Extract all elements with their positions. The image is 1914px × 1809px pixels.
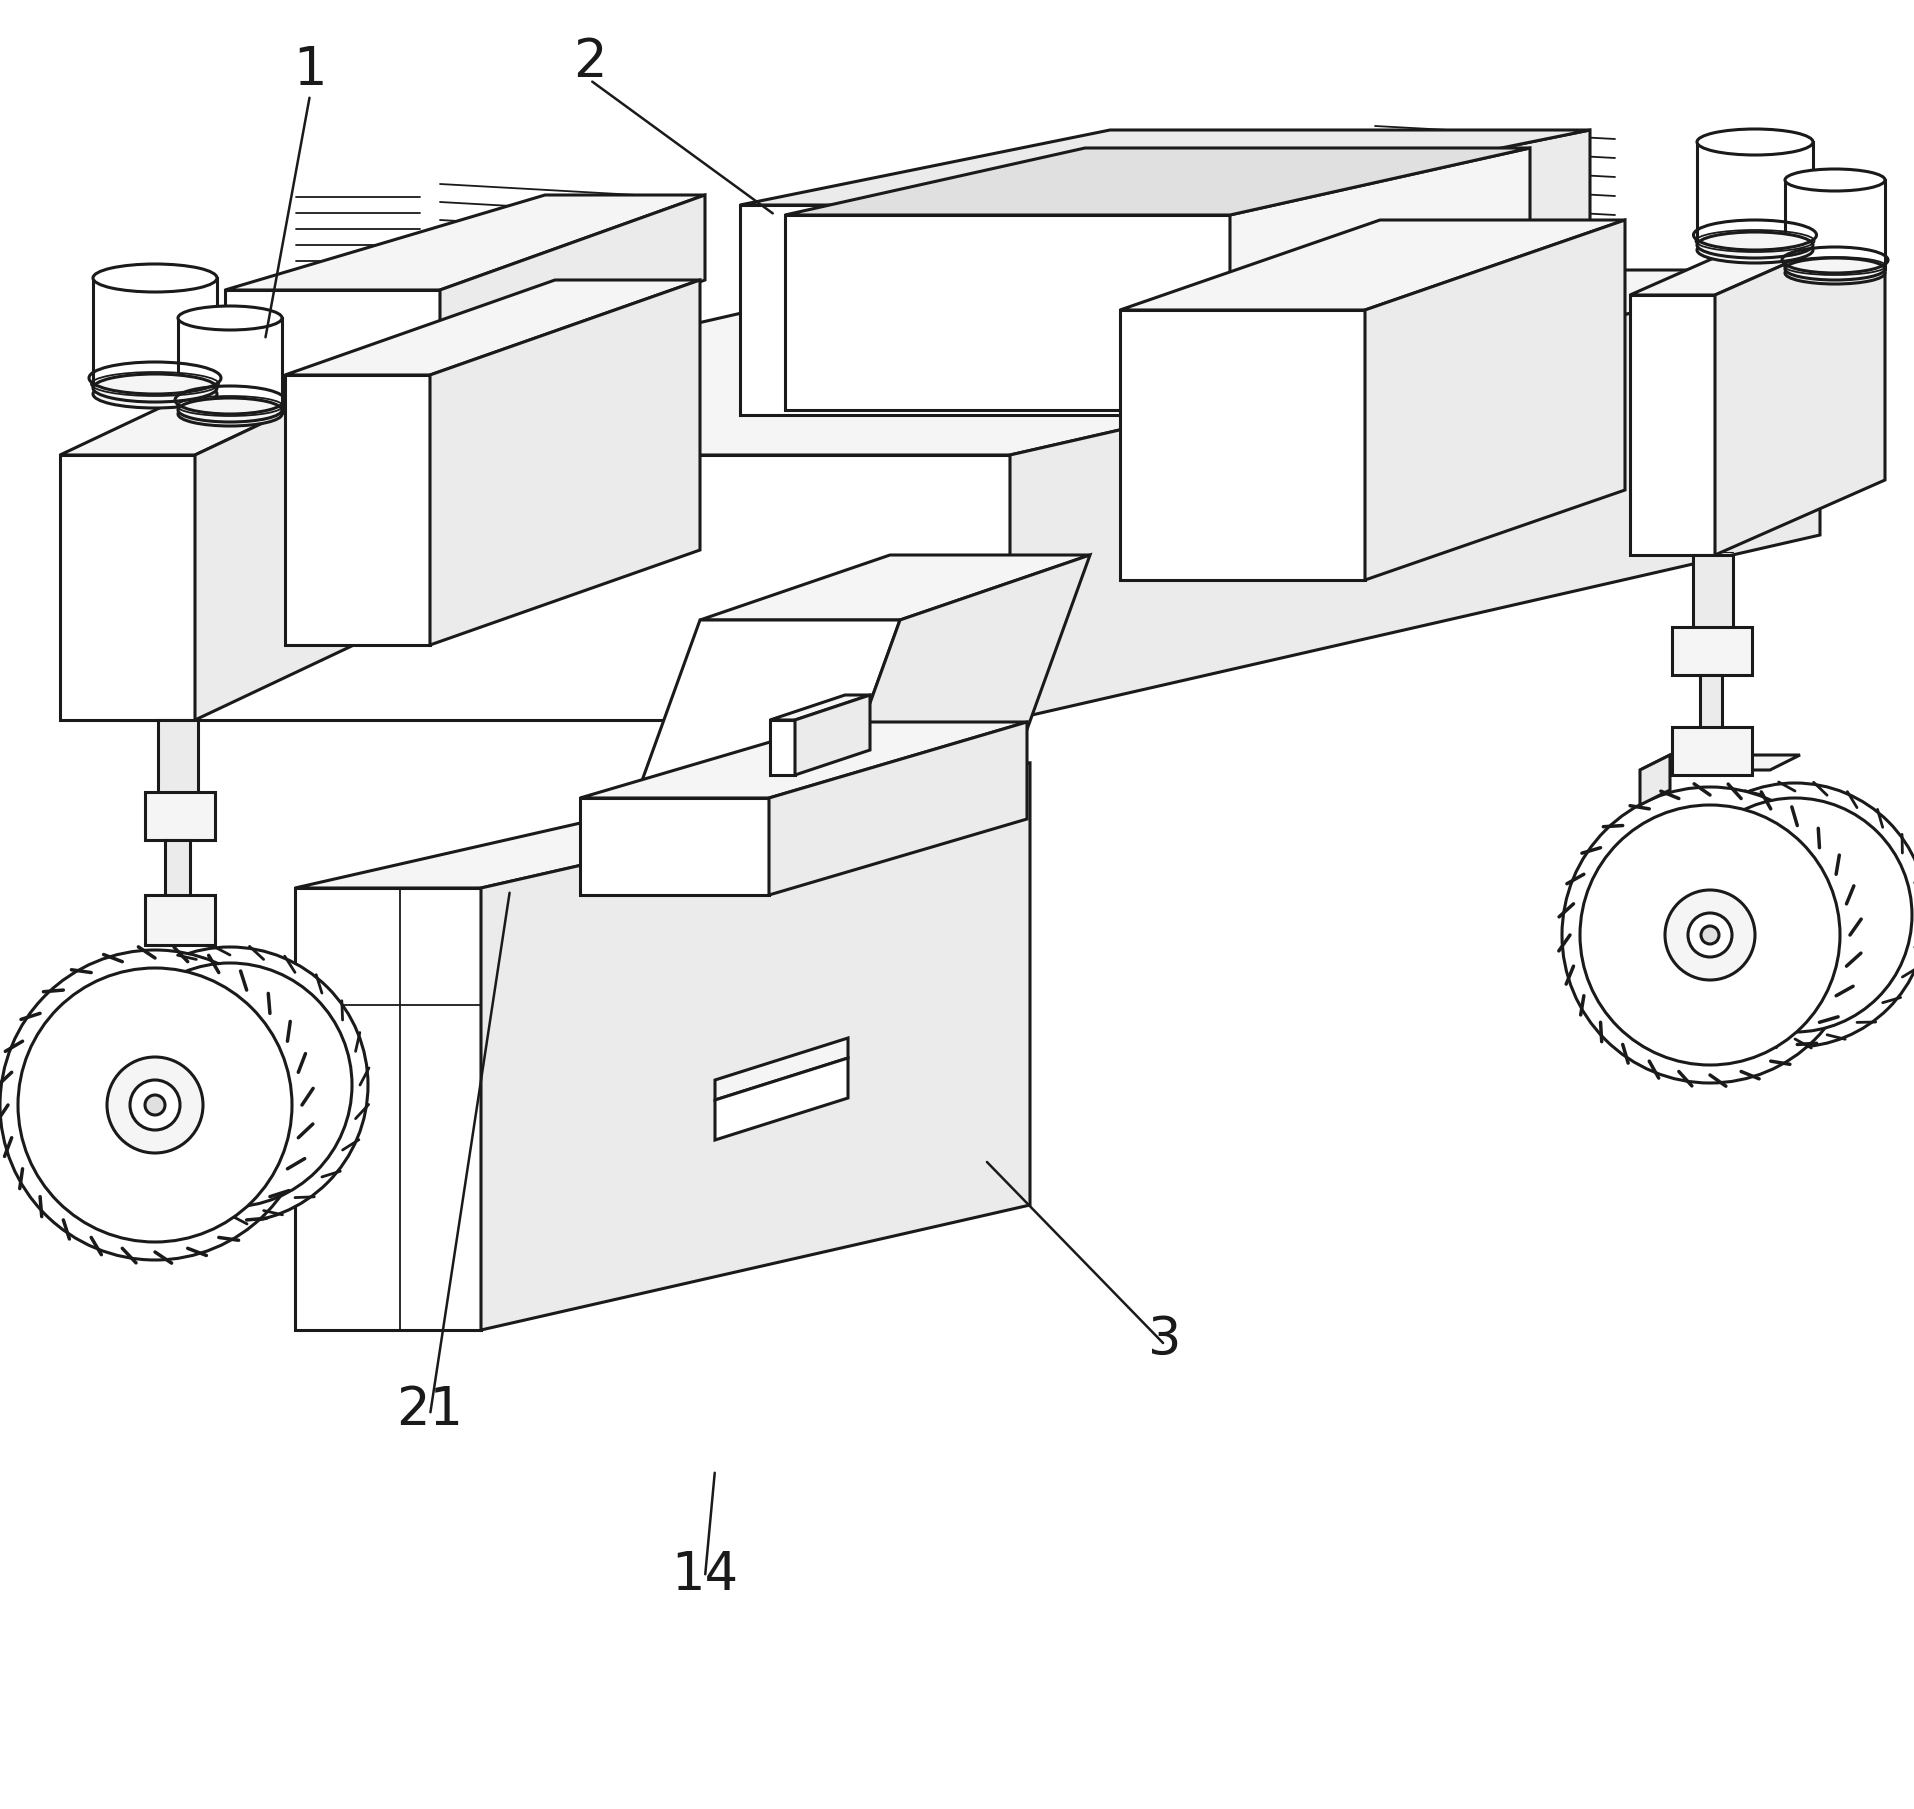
Polygon shape	[431, 280, 701, 646]
Polygon shape	[580, 722, 1028, 798]
Circle shape	[0, 950, 310, 1261]
Polygon shape	[1698, 141, 1813, 244]
Ellipse shape	[178, 398, 281, 421]
Polygon shape	[165, 839, 189, 901]
Polygon shape	[794, 695, 871, 774]
Polygon shape	[1673, 727, 1751, 774]
Circle shape	[1665, 890, 1755, 980]
Polygon shape	[295, 888, 480, 1330]
Polygon shape	[1700, 675, 1723, 734]
Polygon shape	[285, 280, 701, 374]
Polygon shape	[741, 130, 1591, 204]
Polygon shape	[440, 195, 704, 374]
Polygon shape	[59, 456, 195, 720]
Polygon shape	[1640, 754, 1671, 805]
Circle shape	[17, 968, 293, 1243]
Circle shape	[107, 1056, 203, 1152]
Polygon shape	[195, 371, 375, 720]
Polygon shape	[145, 895, 214, 944]
Text: 14: 14	[672, 1549, 739, 1601]
Ellipse shape	[1698, 232, 1813, 259]
Polygon shape	[480, 763, 1030, 1330]
Ellipse shape	[1786, 259, 1885, 280]
Polygon shape	[580, 798, 769, 895]
Polygon shape	[285, 374, 431, 646]
Circle shape	[130, 1080, 180, 1131]
Polygon shape	[785, 148, 1529, 215]
Polygon shape	[1694, 555, 1732, 635]
Circle shape	[212, 1067, 249, 1103]
Polygon shape	[1640, 754, 1799, 771]
Polygon shape	[1231, 148, 1529, 411]
Ellipse shape	[1698, 128, 1813, 156]
Polygon shape	[1673, 628, 1751, 675]
Polygon shape	[635, 620, 900, 800]
Circle shape	[189, 1046, 270, 1125]
Polygon shape	[295, 763, 1030, 888]
Circle shape	[1679, 798, 1912, 1031]
Polygon shape	[785, 215, 1231, 411]
Circle shape	[1688, 914, 1732, 957]
Polygon shape	[1011, 270, 1820, 720]
Polygon shape	[769, 722, 1028, 895]
Polygon shape	[1120, 309, 1365, 581]
Polygon shape	[1631, 295, 1715, 555]
Circle shape	[1778, 897, 1813, 932]
Polygon shape	[178, 318, 281, 411]
Text: 1: 1	[293, 43, 327, 96]
Polygon shape	[1219, 130, 1591, 414]
Polygon shape	[1631, 221, 1885, 295]
Ellipse shape	[94, 380, 216, 409]
Ellipse shape	[178, 306, 281, 329]
Polygon shape	[226, 289, 440, 374]
Polygon shape	[1786, 181, 1885, 270]
Polygon shape	[59, 371, 375, 456]
Ellipse shape	[178, 402, 281, 425]
Polygon shape	[145, 792, 214, 839]
Polygon shape	[769, 720, 794, 774]
Polygon shape	[159, 720, 197, 800]
Polygon shape	[716, 1038, 848, 1100]
Polygon shape	[121, 456, 1011, 720]
Polygon shape	[226, 195, 704, 289]
Polygon shape	[769, 695, 871, 720]
Polygon shape	[716, 1058, 848, 1140]
Text: 2: 2	[574, 36, 607, 89]
Circle shape	[1562, 787, 1858, 1084]
Text: 21: 21	[396, 1384, 463, 1436]
Polygon shape	[701, 555, 1089, 620]
Circle shape	[1663, 783, 1914, 1047]
Polygon shape	[1365, 221, 1625, 581]
Ellipse shape	[94, 264, 216, 291]
Ellipse shape	[1786, 262, 1885, 284]
Ellipse shape	[1786, 168, 1885, 192]
Circle shape	[1579, 805, 1839, 1066]
Circle shape	[107, 962, 352, 1207]
Circle shape	[145, 1094, 165, 1114]
Text: 3: 3	[1148, 1313, 1181, 1366]
Circle shape	[1757, 877, 1834, 953]
Ellipse shape	[94, 374, 216, 402]
Circle shape	[92, 946, 367, 1223]
Circle shape	[1702, 926, 1719, 944]
Polygon shape	[1120, 221, 1625, 309]
Polygon shape	[1715, 221, 1885, 555]
Polygon shape	[94, 279, 216, 387]
Polygon shape	[121, 270, 1820, 456]
Polygon shape	[835, 555, 1089, 800]
Ellipse shape	[1698, 237, 1813, 262]
Polygon shape	[741, 204, 1219, 414]
